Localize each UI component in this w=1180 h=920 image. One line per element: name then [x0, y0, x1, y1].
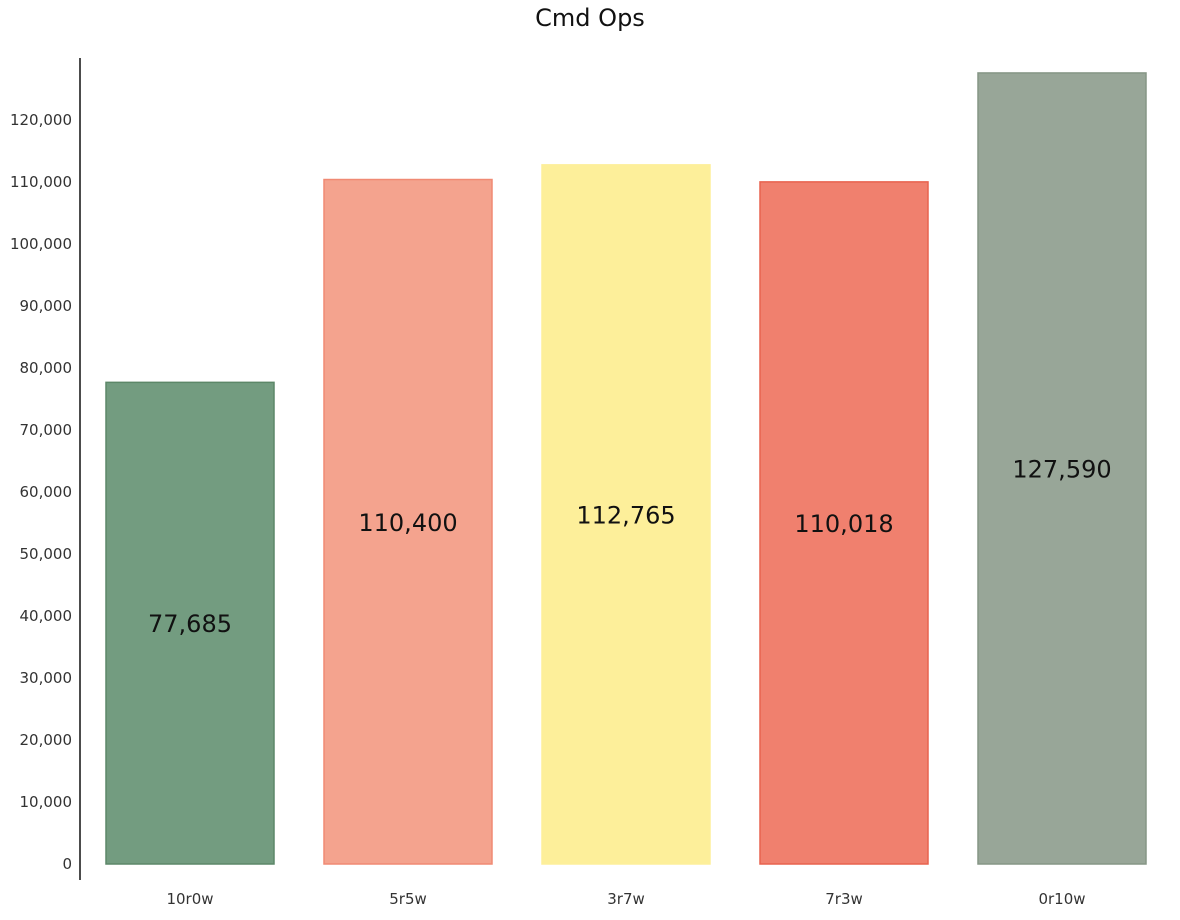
bar-value-label: 127,590: [1012, 455, 1111, 483]
y-tick-label: 40,000: [20, 607, 73, 625]
y-tick-label: 70,000: [20, 421, 73, 439]
bar: [977, 72, 1147, 865]
bar-value-label: 112,765: [576, 501, 675, 529]
y-tick-label: 60,000: [20, 483, 73, 501]
y-tick-label: 120,000: [10, 111, 72, 129]
bar: [759, 181, 929, 865]
y-tick-label: 50,000: [20, 545, 73, 563]
x-tick-label: 3r7w: [607, 890, 645, 908]
bar: [323, 178, 493, 865]
y-tick-label: 20,000: [20, 731, 73, 749]
bar-value-label: 110,400: [358, 509, 457, 537]
x-tick-label: 0r10w: [1038, 890, 1085, 908]
x-tick-label: 5r5w: [389, 890, 427, 908]
y-tick-label: 80,000: [20, 359, 73, 377]
y-tick-label: 30,000: [20, 669, 73, 687]
chart-title: Cmd Ops: [535, 4, 645, 32]
y-tick-label: 10,000: [20, 793, 73, 811]
y-tick-label: 0: [62, 855, 72, 873]
y-tick-label: 90,000: [20, 297, 73, 315]
bar: [541, 164, 711, 865]
x-tick-label: 10r0w: [166, 890, 213, 908]
bar: [105, 381, 275, 865]
bar-value-label: 110,018: [794, 510, 893, 538]
bar-value-label: 77,685: [148, 610, 232, 638]
y-tick-label: 100,000: [10, 235, 72, 253]
x-tick-label: 7r3w: [825, 890, 863, 908]
y-tick-label: 110,000: [10, 173, 72, 191]
